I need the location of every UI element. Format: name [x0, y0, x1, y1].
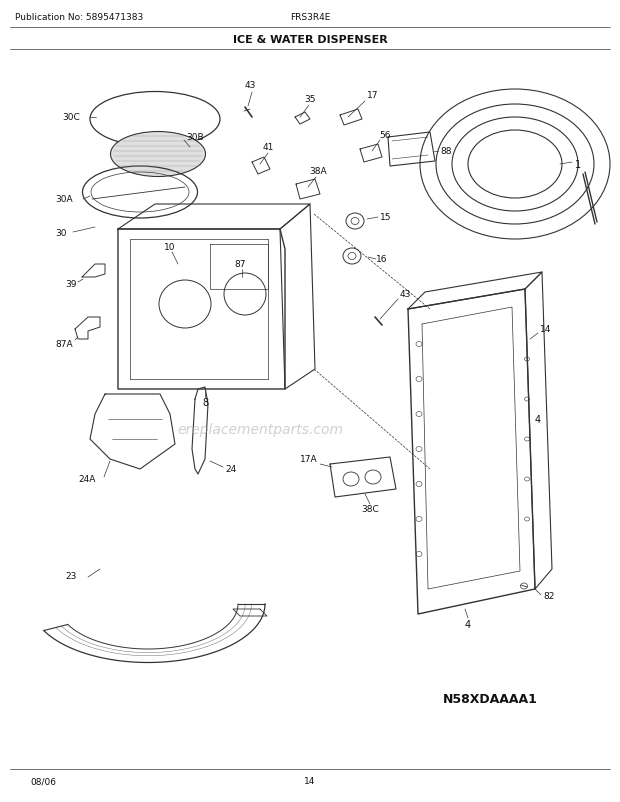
Text: 8: 8 — [202, 398, 208, 407]
Text: FRS3R4E: FRS3R4E — [290, 14, 330, 22]
Text: 24A: 24A — [78, 475, 95, 484]
Text: 17A: 17A — [300, 455, 318, 464]
Text: 30C: 30C — [62, 113, 80, 123]
Text: ereplacementparts.com: ereplacementparts.com — [177, 423, 343, 436]
Text: 30: 30 — [55, 229, 66, 237]
Text: 4: 4 — [465, 619, 471, 630]
Text: 38A: 38A — [309, 168, 327, 176]
Text: 56: 56 — [379, 131, 391, 140]
Text: 87: 87 — [234, 260, 246, 269]
Text: 30B: 30B — [186, 132, 203, 141]
Text: 16: 16 — [376, 255, 388, 264]
Text: 1: 1 — [575, 160, 581, 170]
Text: 17: 17 — [367, 91, 379, 99]
Text: 14: 14 — [304, 776, 316, 785]
Text: 82: 82 — [543, 592, 554, 601]
Text: 15: 15 — [380, 213, 391, 222]
Text: N58XDAAAA1: N58XDAAAA1 — [443, 693, 538, 706]
Text: 87A: 87A — [55, 340, 73, 349]
Text: 35: 35 — [304, 95, 316, 104]
Text: 43: 43 — [400, 290, 412, 299]
Ellipse shape — [110, 132, 205, 177]
Text: ICE & WATER DISPENSER: ICE & WATER DISPENSER — [232, 35, 388, 45]
Text: 39: 39 — [65, 280, 76, 290]
Text: 4: 4 — [535, 415, 541, 424]
Text: 08/06: 08/06 — [30, 776, 56, 785]
Text: 23: 23 — [65, 572, 76, 581]
Text: 24: 24 — [225, 465, 236, 474]
Text: 30A: 30A — [55, 195, 73, 205]
Text: 10: 10 — [164, 243, 175, 252]
Text: 88: 88 — [440, 148, 451, 156]
Text: 41: 41 — [262, 144, 273, 152]
Text: 43: 43 — [244, 81, 255, 91]
Text: Publication No: 5895471383: Publication No: 5895471383 — [15, 14, 143, 22]
Text: 38C: 38C — [361, 505, 379, 514]
Text: 14: 14 — [540, 325, 551, 334]
